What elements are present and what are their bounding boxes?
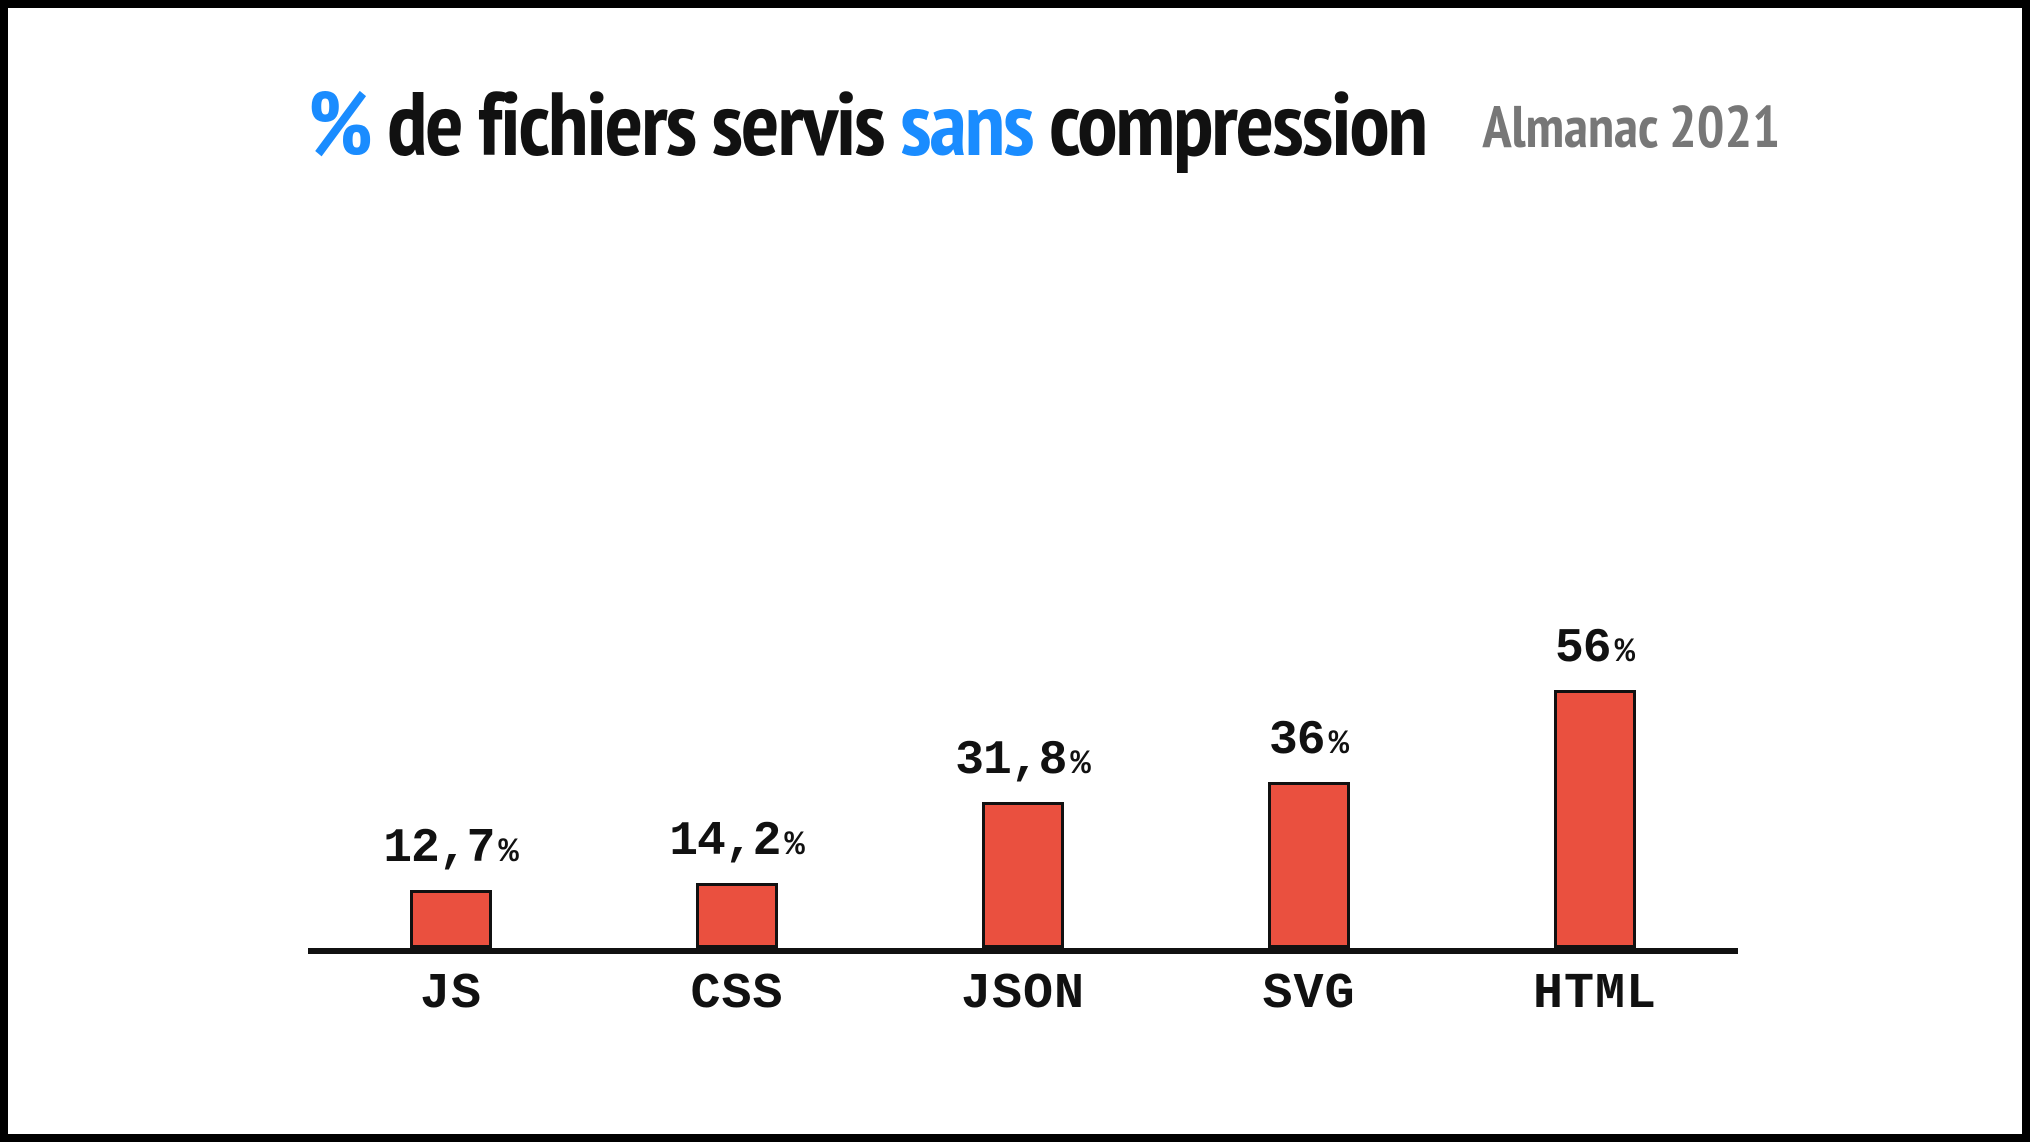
bar-value-label: 31,8%: [955, 734, 1091, 788]
bar-category-label: JSON: [961, 966, 1085, 1023]
title-accent-prefix: %: [308, 63, 371, 180]
bar-category-label: HTML: [1533, 966, 1657, 1023]
title-part1: de fichiers servis: [371, 63, 900, 180]
bar-category-label: JS: [420, 966, 482, 1023]
x-axis: [308, 948, 1738, 954]
chart-subtitle: Almanac 2021: [1482, 89, 1779, 164]
bar: [696, 883, 778, 948]
bar: [1554, 690, 1636, 948]
bar-value-label: 14,2%: [669, 815, 805, 869]
bar-category-label: CSS: [690, 966, 783, 1023]
chart-title: % de fichiers servis sans compression: [308, 63, 1442, 180]
bar-chart: 12,7%JS14,2%CSS31,8%JSON36%SVG56%HTML: [308, 488, 1738, 948]
bar: [410, 890, 492, 948]
title-accent-word: sans: [900, 63, 1033, 180]
bar-category-label: SVG: [1262, 966, 1355, 1023]
title-part2: compression: [1033, 63, 1426, 180]
bar-value-label: 36%: [1269, 714, 1349, 768]
bar-value-label: 56%: [1555, 622, 1635, 676]
title-row: % de fichiers servis sans compression Al…: [308, 63, 1962, 180]
bar: [1268, 782, 1350, 948]
slide: % de fichiers servis sans compression Al…: [0, 0, 2030, 1142]
bar: [982, 802, 1064, 948]
bar-value-label: 12,7%: [383, 822, 519, 876]
